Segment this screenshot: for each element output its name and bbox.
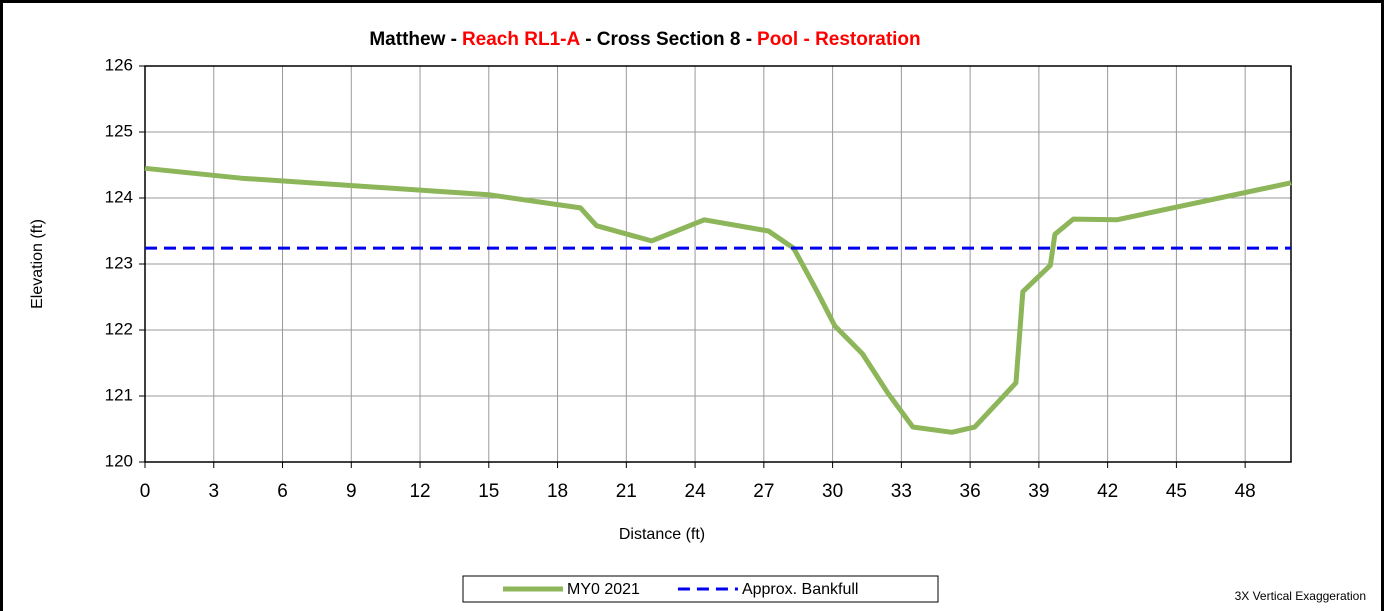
y-tick-label: 123 xyxy=(105,253,133,272)
y-axis-label: Elevation (ft) xyxy=(29,219,46,309)
chart-title: Matthew - Reach RL1-A - Cross Section 8 -P… xyxy=(369,29,920,50)
y-tick-label: 124 xyxy=(105,187,133,206)
x-tick-label: 3 xyxy=(208,481,219,502)
x-tick-label: 24 xyxy=(685,481,707,502)
title-part: Matthew - xyxy=(369,29,457,50)
x-tick-label: 27 xyxy=(753,481,774,502)
title-part: - Cross Section 8 - xyxy=(585,29,752,50)
y-tick-label: 126 xyxy=(105,55,133,74)
x-tick-label: 30 xyxy=(822,481,843,502)
x-tick-label: 21 xyxy=(616,481,637,502)
x-axis-label: Distance (ft) xyxy=(619,526,705,543)
x-tick-label: 18 xyxy=(547,481,568,502)
x-tick-label: 15 xyxy=(478,481,499,502)
x-tick-label: 33 xyxy=(891,481,912,502)
x-tick-label: 48 xyxy=(1235,481,1256,502)
x-tick-label: 0 xyxy=(140,481,151,502)
y-tick-label: 122 xyxy=(105,319,133,338)
legend-label: Approx. Bankfull xyxy=(742,581,859,598)
x-tick-label: 12 xyxy=(409,481,430,502)
x-tick-label: 39 xyxy=(1028,481,1049,502)
y-tick-label: 120 xyxy=(105,451,133,470)
x-tick-label: 42 xyxy=(1097,481,1118,502)
title-part: Reach RL1-A xyxy=(462,29,581,50)
plot-border xyxy=(144,65,1292,463)
annotation: 3X Vertical Exaggeration xyxy=(1235,589,1366,603)
y-tick-label: 125 xyxy=(105,121,133,140)
x-tick-label: 36 xyxy=(960,481,981,502)
title-part: Pool - Restoration xyxy=(757,29,921,50)
legend-label: MY0 2021 xyxy=(567,581,640,598)
x-tick-label: 6 xyxy=(277,481,288,502)
series-line xyxy=(144,165,1292,435)
x-tick-label: 45 xyxy=(1166,481,1187,502)
y-tick-label: 121 xyxy=(105,385,133,404)
x-tick-label: 9 xyxy=(346,481,357,502)
